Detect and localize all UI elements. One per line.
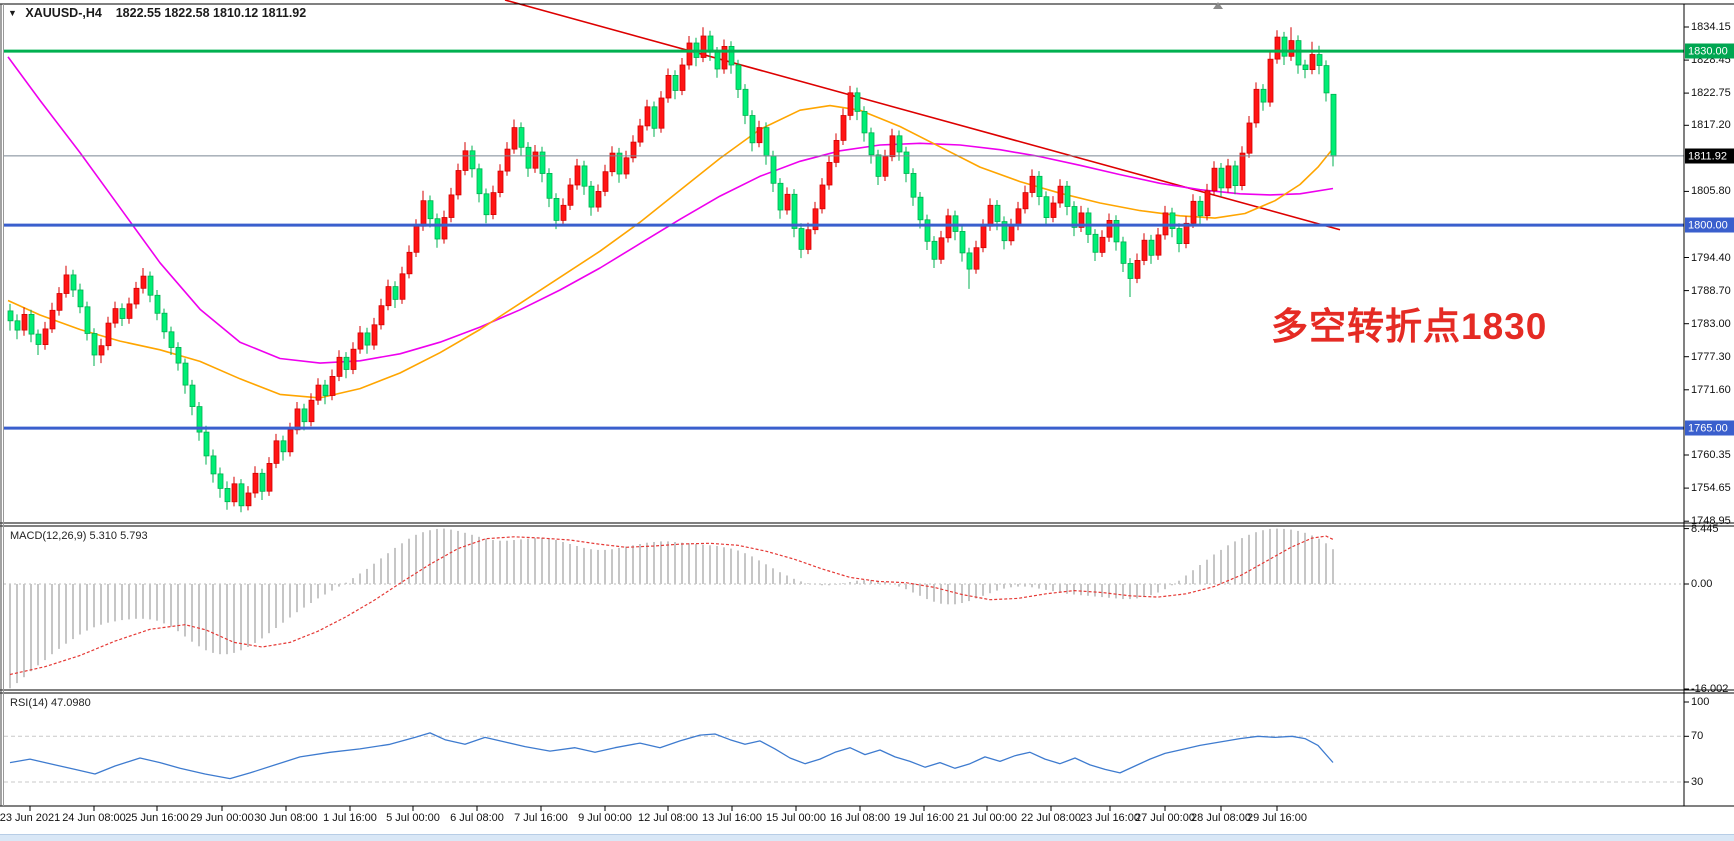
status-strip — [0, 834, 1734, 841]
price-tick-label: 1771.60 — [1691, 384, 1731, 396]
time-axis-label: 29 Jun 00:00 — [190, 812, 254, 824]
price-tick-label: 1754.65 — [1691, 482, 1731, 494]
ohlc-values: 1822.55 1822.58 1810.12 1811.92 — [115, 6, 307, 20]
macd-indicator-label: MACD(12,26,9) 5.310 5.793 — [10, 530, 148, 542]
macd-values: 5.310 5.793 — [89, 530, 148, 542]
fast-ma-line — [7, 104, 1334, 399]
macd-histogram — [9, 528, 1334, 689]
time-axis-label: 19 Jul 16:00 — [894, 812, 954, 824]
macd-tick-label: 0.00 — [1691, 578, 1713, 590]
price-tick-label: 1788.70 — [1691, 285, 1731, 297]
price-tick-label: 1834.15 — [1691, 21, 1731, 33]
time-axis-label: 5 Jul 00:00 — [386, 812, 440, 824]
price-tick-label: 1748.95 — [1691, 515, 1731, 527]
symbol-timeframe-label: XAUUSD-,H4 — [25, 6, 102, 20]
macd-tick-label: 8.445 — [1691, 523, 1719, 535]
main-price-panel — [4, 0, 1684, 513]
time-axis-label: 22 Jul 08:00 — [1021, 812, 1081, 824]
rsi-value: 47.0980 — [50, 697, 91, 709]
rsi-indicator-label: RSI(14) 47.0980 — [10, 697, 91, 709]
time-axis-label: 12 Jul 08:00 — [638, 812, 698, 824]
price-badge-1800.00: 1800.00 — [1685, 217, 1734, 233]
descending-trendline — [504, 0, 1341, 231]
time-axis-label: 7 Jul 16:00 — [514, 812, 568, 824]
time-axis-label: 23 Jul 16:00 — [1080, 812, 1140, 824]
time-axis-label: 13 Jul 16:00 — [702, 812, 762, 824]
chart-text-annotation[interactable]: 多空转折点1830 — [1271, 306, 1548, 347]
price-tick-label: 1783.00 — [1691, 318, 1731, 330]
chart-shift-marker-icon[interactable] — [1213, 2, 1223, 9]
time-axis-label: 27 Jul 00:00 — [1135, 812, 1195, 824]
price-tick-label: 1760.35 — [1691, 449, 1731, 461]
time-axis-label: 23 Jun 2021 — [0, 812, 61, 824]
rsi-tick-label: 30 — [1691, 776, 1704, 788]
price-tick-label: 1817.20 — [1691, 119, 1731, 131]
panel-borders — [0, 3, 1734, 807]
macd-panel-surface[interactable] — [4, 526, 1684, 690]
time-axis-label: 6 Jul 08:00 — [450, 812, 504, 824]
candles — [7, 27, 1337, 513]
quote-bar: ▼ XAUUSD-,H4 1822.55 1822.58 1810.12 181… — [8, 6, 306, 20]
axis-ticks — [29, 26, 1689, 811]
price-tick-label: 1822.75 — [1691, 87, 1731, 99]
time-axis-label: 24 Jun 08:00 — [62, 812, 126, 824]
price-tick-label: 1777.30 — [1691, 351, 1731, 363]
chevron-down-icon[interactable]: ▼ — [8, 8, 17, 18]
time-axis-label: 21 Jul 00:00 — [957, 812, 1017, 824]
time-axis-label: 25 Jun 16:00 — [125, 812, 189, 824]
rsi-line — [9, 732, 1334, 780]
time-axis-label: 9 Jul 00:00 — [578, 812, 632, 824]
price-badge-1765.00: 1765.00 — [1685, 420, 1734, 436]
rsi-tick-label: 100 — [1691, 696, 1710, 708]
rsi-tick-label: 70 — [1691, 730, 1704, 742]
rsi-panel — [4, 732, 1684, 783]
time-axis-label: 1 Jul 16:00 — [323, 812, 377, 824]
macd-panel — [4, 528, 1684, 689]
price-tick-label: 1794.40 — [1691, 252, 1731, 264]
time-axis-label: 29 Jul 16:00 — [1247, 812, 1307, 824]
main-chart-surface[interactable] — [4, 4, 1684, 523]
price-badge-1811.92: 1811.92 — [1685, 148, 1734, 164]
rsi-panel-surface[interactable] — [4, 693, 1684, 806]
slow-ma-line — [7, 56, 1334, 364]
price-badge-1830.00: 1830.00 — [1685, 43, 1734, 59]
macd-tick-label: -16.002 — [1691, 683, 1729, 695]
time-axis-label: 16 Jul 08:00 — [830, 812, 890, 824]
time-axis-label: 28 Jul 08:00 — [1191, 812, 1251, 824]
time-axis-label: 15 Jul 00:00 — [766, 812, 826, 824]
time-axis-label: 30 Jun 08:00 — [254, 812, 318, 824]
price-tick-label: 1805.80 — [1691, 185, 1731, 197]
